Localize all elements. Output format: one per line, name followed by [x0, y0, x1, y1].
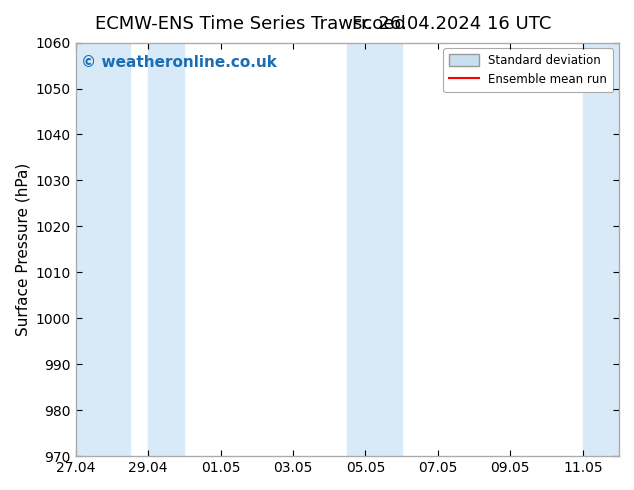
Text: ECMW-ENS Time Series Trawscoed: ECMW-ENS Time Series Trawscoed	[95, 15, 406, 33]
Y-axis label: Surface Pressure (hPa): Surface Pressure (hPa)	[15, 163, 30, 336]
Legend: Standard deviation, Ensemble mean run: Standard deviation, Ensemble mean run	[443, 49, 613, 92]
Text: © weatheronline.co.uk: © weatheronline.co.uk	[81, 55, 277, 70]
Bar	[148, 43, 184, 456]
Bar	[347, 43, 402, 456]
Bar	[75, 43, 130, 456]
Text: Fr. 26.04.2024 16 UTC: Fr. 26.04.2024 16 UTC	[353, 15, 552, 33]
Bar	[583, 43, 619, 456]
